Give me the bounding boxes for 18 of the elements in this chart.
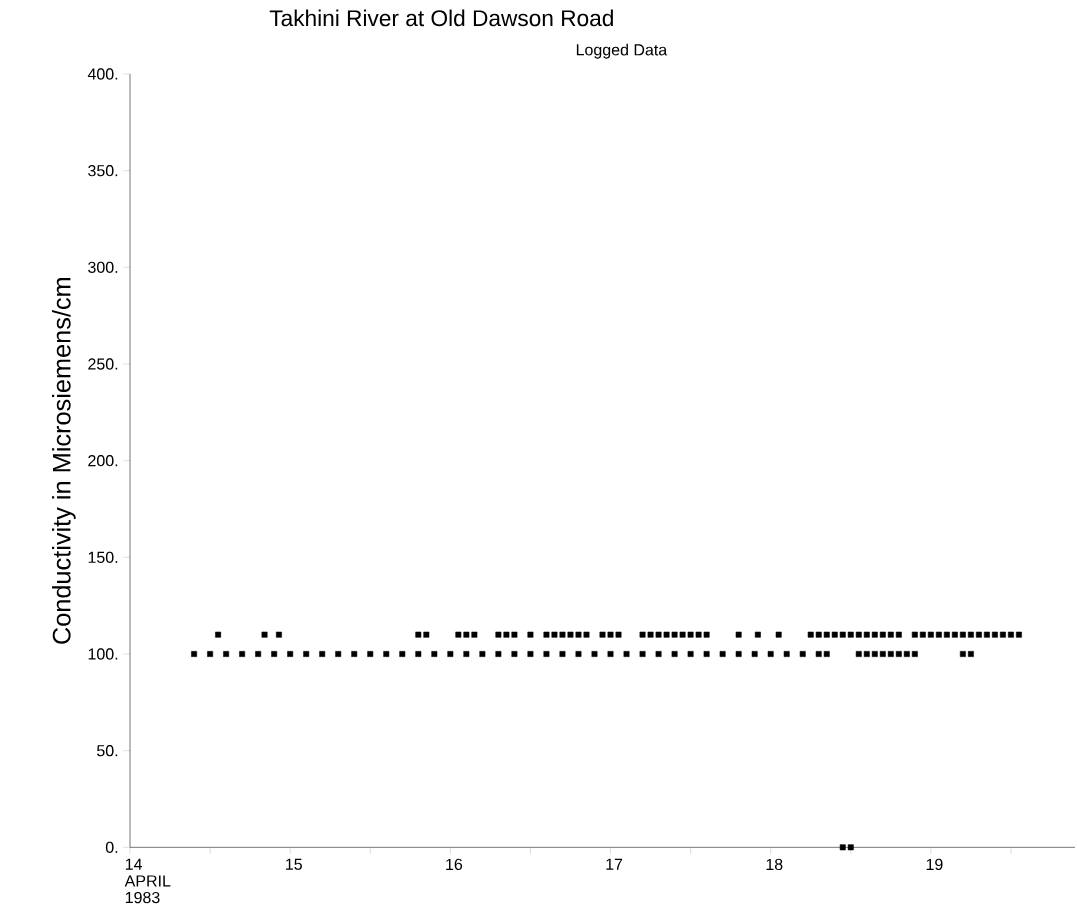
x-tick-label: 19 bbox=[926, 858, 943, 871]
y-tick-label: 400. bbox=[87, 68, 118, 80]
x-tick-label: 17 bbox=[606, 858, 623, 870]
y-tick-label: 250. bbox=[88, 358, 118, 370]
y-tick-label: 150. bbox=[88, 551, 118, 563]
y-tick-label: 350. bbox=[88, 165, 118, 177]
x-tick-label: 15 bbox=[286, 858, 302, 870]
x-tick-label: 16 bbox=[446, 858, 463, 871]
chart-subtitle: Logged Data bbox=[576, 43, 668, 59]
chart-title: Takhini River at Old Dawson Road bbox=[269, 9, 613, 27]
x-tick-label: 18 bbox=[766, 858, 783, 871]
y-tick-label: 50. bbox=[97, 745, 118, 757]
x-tick-label: 14 APRIL 1983 bbox=[124, 858, 171, 904]
y-tick-label: 200. bbox=[88, 455, 118, 467]
y-tick-label: 0. bbox=[105, 841, 118, 853]
y-axis-title: Conductivity in Microsiemens/cm bbox=[52, 277, 76, 644]
y-tick-label: 100. bbox=[88, 648, 118, 660]
y-tick-label: 300. bbox=[88, 261, 118, 273]
